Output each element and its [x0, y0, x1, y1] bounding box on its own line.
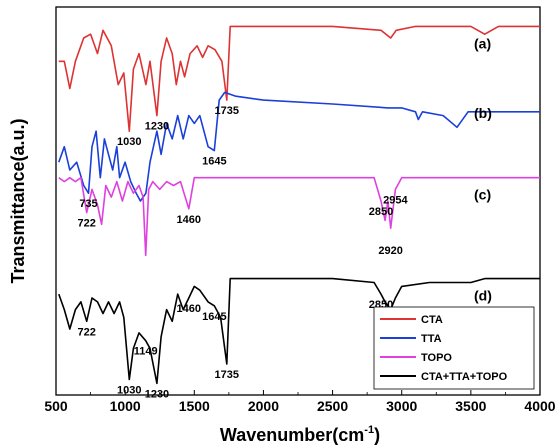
x-tick-label: 2500	[317, 398, 348, 414]
x-tick-label: 3000	[386, 398, 417, 414]
x-axis-title: Wavenumber(cm-1)	[220, 424, 380, 445]
peak-label: 735	[79, 198, 97, 210]
peak-label: 722	[78, 326, 96, 338]
x-axis-title-suffix: )	[374, 425, 380, 445]
x-axis-title-text: Wavenumber(cm	[220, 425, 364, 445]
peak-label: 2920	[378, 245, 402, 257]
peak-label: 1030	[117, 384, 141, 396]
x-tick-label: 500	[44, 398, 68, 414]
series-line-cta-tta-topo	[58, 277, 540, 385]
panel-tag: (a)	[474, 35, 491, 51]
peak-label: 1645	[202, 311, 226, 323]
legend: CTA TTA TOPO CTA+TTA+TOPO	[373, 306, 535, 390]
panel-tags: (a) (b) (c) (d)	[474, 35, 492, 303]
y-axis-title: Transmittance(a.u.)	[8, 118, 28, 283]
x-axis-ticks: 500 1000 1500 2000 2500 3000 3500 4000	[44, 390, 556, 414]
legend-label: CTA	[421, 314, 443, 326]
x-tick-label: 2000	[248, 398, 279, 414]
peak-label: 1030	[117, 136, 141, 148]
peak-label: 2954	[383, 194, 408, 206]
x-tick-label: 3500	[455, 398, 486, 414]
peak-label: 1230	[145, 388, 169, 400]
peak-label: 722	[78, 218, 96, 230]
panel-tag: (b)	[474, 105, 492, 121]
legend-entries: CTA TTA TOPO CTA+TTA+TOPO	[380, 314, 508, 383]
peak-label: 1230	[145, 121, 169, 133]
peak-label: 1735	[215, 105, 239, 117]
x-tick-label: 4000	[524, 398, 555, 414]
peak-label: 1735	[215, 369, 239, 381]
legend-label: TTA	[421, 333, 442, 345]
panel-tag: (c)	[474, 187, 491, 203]
legend-label: CTA+TTA+TOPO	[421, 371, 508, 383]
panel-tag: (d)	[474, 288, 492, 304]
spectra-group	[58, 25, 540, 385]
peak-label: 1460	[177, 303, 201, 315]
peak-label: 1149	[134, 346, 158, 358]
peak-label: 2850	[369, 206, 393, 218]
x-tick-label: 1500	[179, 398, 210, 414]
peak-label: 1645	[202, 156, 226, 168]
peak-label: 1460	[177, 214, 201, 226]
series-line-cta	[58, 25, 540, 132]
series-line-tta	[58, 91, 540, 202]
x-tick-label: 1000	[110, 398, 141, 414]
legend-label: TOPO	[421, 352, 452, 364]
series-line-topo	[58, 176, 540, 257]
x-axis-title-sup: -1	[364, 424, 374, 436]
